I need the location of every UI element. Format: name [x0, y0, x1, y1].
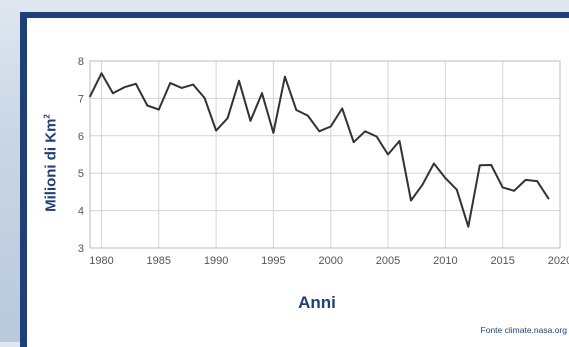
data-point	[318, 130, 321, 133]
data-point	[261, 92, 263, 95]
y-axis-label-superscript: 2	[42, 114, 52, 119]
data-point	[215, 129, 217, 132]
data-point	[203, 97, 206, 99]
data-point	[341, 107, 344, 110]
data-point	[513, 189, 516, 192]
data-point	[536, 180, 538, 182]
data-point	[112, 92, 114, 95]
data-point	[547, 197, 550, 200]
source-credit: Fonte climate.nasa.org	[480, 325, 567, 335]
data-point	[226, 117, 229, 120]
x-tick-label: 1990	[204, 255, 228, 267]
data-point	[352, 141, 355, 144]
x-tick-label: 1995	[261, 255, 285, 267]
data-point	[387, 153, 389, 156]
data-point	[524, 179, 527, 181]
data-point	[444, 177, 447, 179]
y-tick-label: 3	[78, 243, 84, 255]
y-tick-label: 5	[78, 168, 84, 180]
data-point	[157, 108, 160, 111]
data-point	[180, 87, 183, 89]
data-point	[146, 104, 149, 107]
y-tick-label: 7	[78, 93, 84, 105]
data-point	[283, 75, 286, 78]
x-axis-label: Anni	[298, 293, 336, 312]
gridlines	[90, 60, 561, 249]
data-point	[123, 86, 126, 89]
data-point	[364, 130, 367, 133]
data-point	[100, 72, 103, 75]
data-point	[306, 114, 309, 117]
data-point	[192, 83, 195, 86]
y-tick-label: 6	[78, 131, 84, 143]
y-tick-labels: 3 4 5 6 7 8	[78, 56, 84, 255]
plot-area-border	[89, 60, 561, 249]
data-point	[490, 164, 493, 166]
x-tick-label: 2005	[376, 255, 400, 267]
data-point	[398, 140, 401, 142]
data-point	[295, 109, 298, 111]
data-point	[272, 131, 275, 134]
x-tick-label: 2015	[490, 255, 514, 267]
data-point	[375, 135, 378, 138]
data-point	[421, 183, 424, 186]
data-point	[238, 79, 240, 82]
data-point	[249, 119, 252, 122]
y-tick-label: 4	[78, 206, 84, 218]
data-point	[478, 164, 481, 167]
data-point	[169, 82, 172, 84]
x-tick-labels: 1980 1985 1990 1995 2000 2005 2010 2015 2020	[89, 255, 569, 267]
data-points	[89, 72, 550, 228]
x-tick-label: 2020	[548, 255, 569, 267]
y-axis-label: Milioni di Km2	[42, 114, 60, 212]
data-point	[433, 162, 435, 165]
x-tick-label: 2010	[433, 255, 457, 267]
data-point	[467, 225, 470, 228]
data-point	[134, 82, 137, 85]
data-point	[455, 188, 458, 191]
x-tick-label: 1980	[89, 255, 113, 267]
y-tick-label: 8	[78, 56, 84, 68]
data-point	[501, 186, 504, 189]
data-point	[410, 199, 412, 202]
x-tick-label: 1985	[147, 255, 171, 267]
data-point	[329, 125, 332, 128]
x-tick-label: 2000	[318, 255, 342, 267]
data-point	[89, 95, 91, 98]
